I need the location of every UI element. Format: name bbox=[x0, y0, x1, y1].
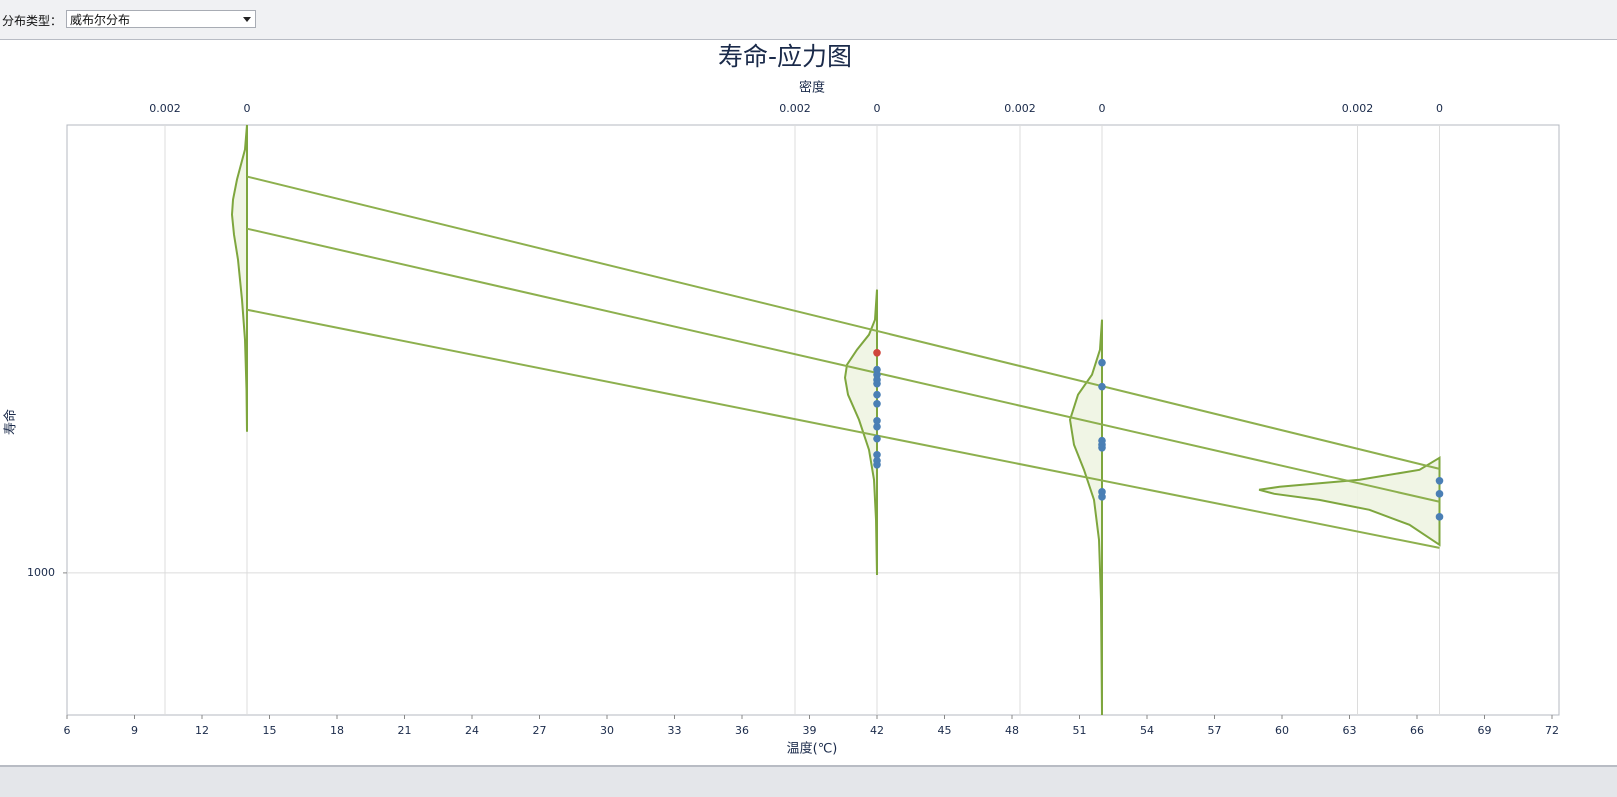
x-axis-label: 温度(℃) bbox=[787, 741, 838, 757]
data-point bbox=[873, 434, 881, 443]
x-tick-label: 21 bbox=[398, 724, 412, 737]
life-line bbox=[246, 175, 1440, 470]
density-tick-label: 0.002 bbox=[1004, 102, 1036, 115]
x-tick-label: 48 bbox=[1005, 724, 1019, 737]
data-point bbox=[1435, 477, 1444, 485]
x-tick-label: 36 bbox=[735, 724, 749, 737]
x-tick-label: 60 bbox=[1275, 724, 1289, 737]
data-point bbox=[1098, 443, 1106, 452]
x-tick-label: 30 bbox=[600, 724, 614, 737]
x-tick-label: 57 bbox=[1208, 724, 1222, 737]
status-bar bbox=[0, 765, 1617, 797]
x-tick-label: 9 bbox=[131, 724, 138, 737]
y-axis-label: 寿命 bbox=[3, 409, 19, 435]
data-point bbox=[873, 450, 881, 459]
data-point bbox=[873, 416, 881, 425]
density-tick-label: 0.002 bbox=[1342, 102, 1374, 115]
x-tick-label: 66 bbox=[1410, 724, 1424, 737]
x-tick-label: 42 bbox=[870, 724, 884, 737]
density-curve bbox=[1258, 456, 1441, 547]
x-tick-label: 51 bbox=[1073, 724, 1087, 737]
density-tick-label: 0 bbox=[1436, 102, 1443, 115]
density-tick-label: 0 bbox=[1099, 102, 1106, 115]
data-point bbox=[873, 348, 881, 357]
x-tick-label: 15 bbox=[263, 724, 277, 737]
x-tick-label: 72 bbox=[1545, 724, 1559, 737]
x-tick-label: 24 bbox=[465, 724, 479, 737]
plot-area bbox=[66, 124, 1560, 716]
x-tick-label: 27 bbox=[533, 724, 547, 737]
data-point bbox=[1098, 358, 1106, 367]
density-curve bbox=[844, 289, 878, 575]
density-curve bbox=[230, 124, 248, 432]
density-tick-label: 0 bbox=[244, 102, 251, 115]
chart: 寿命-应力图 密度 温度(℃) 寿命 6 9 12 15 18 21 24 27 30 33 36 3… bbox=[3, 42, 1560, 757]
density-axis-label: 密度 bbox=[799, 80, 825, 96]
x-tick-label: 33 bbox=[668, 724, 682, 737]
data-point bbox=[1435, 513, 1444, 521]
density-tick-label: 0.002 bbox=[149, 102, 181, 115]
density-tick-label: 0.002 bbox=[779, 102, 811, 115]
data-point bbox=[873, 379, 881, 388]
x-tick-label: 63 bbox=[1343, 724, 1357, 737]
life-line bbox=[246, 308, 1440, 549]
data-point bbox=[1098, 382, 1106, 391]
distribution-select[interactable]: 威布尔分布 bbox=[66, 10, 256, 28]
x-tick-label: 6 bbox=[64, 724, 71, 737]
x-tick-label: 54 bbox=[1140, 724, 1154, 737]
data-point bbox=[1435, 490, 1444, 498]
data-point bbox=[873, 399, 881, 408]
select-value[interactable]: 威布尔分布 bbox=[70, 13, 131, 27]
data-point bbox=[873, 422, 881, 431]
density-tick-label: 0 bbox=[874, 102, 881, 115]
toolbar: 分布类型： 威布尔分布 bbox=[0, 0, 1617, 40]
chart-title: 寿命-应力图 bbox=[718, 42, 852, 71]
x-tick-label: 18 bbox=[330, 724, 344, 737]
x-tick-label: 39 bbox=[803, 724, 817, 737]
data-point bbox=[873, 460, 881, 469]
select-label: 分布类型： bbox=[2, 14, 63, 28]
life-line bbox=[246, 227, 1440, 503]
y-tick-label: 1000 bbox=[27, 566, 55, 579]
data-point bbox=[873, 390, 881, 399]
x-tick-label: 45 bbox=[938, 724, 952, 737]
data-point bbox=[1098, 493, 1106, 501]
x-tick-label: 12 bbox=[195, 724, 209, 737]
x-tick-label: 69 bbox=[1478, 724, 1492, 737]
dropdown-arrow[interactable] bbox=[243, 17, 251, 22]
